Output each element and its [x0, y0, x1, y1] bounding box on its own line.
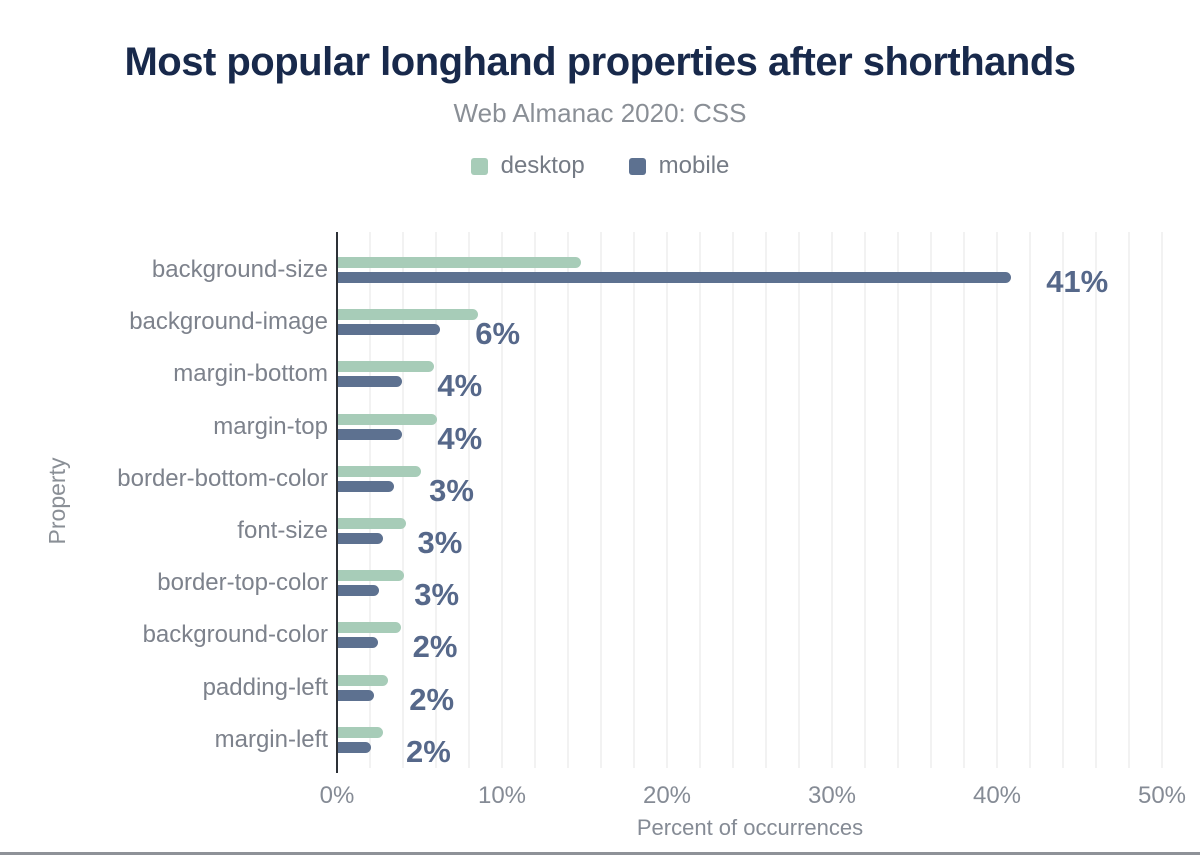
- x-tick-label: 30%: [807, 782, 857, 809]
- category-label: font-size: [237, 517, 328, 544]
- mobile-bar-background-size[interactable]: [338, 272, 1012, 283]
- desktop-bar-border-bottom-color[interactable]: [338, 465, 421, 477]
- gridline: [897, 232, 899, 768]
- gridline: [996, 232, 998, 768]
- value-label: 3%: [417, 525, 463, 560]
- x-tick-label: 10%: [477, 782, 527, 809]
- category-label: background-image: [129, 308, 328, 336]
- mobile-bar-margin-top[interactable]: [338, 428, 403, 440]
- mobile-bar-background-color[interactable]: [338, 637, 378, 649]
- value-label: 2%: [409, 681, 455, 717]
- legend-label-mobile: mobile: [658, 152, 730, 179]
- desktop-bar-margin-bottom[interactable]: [338, 361, 434, 373]
- x-axis-title: Percent of occurrences: [636, 815, 864, 840]
- gridline: [831, 232, 833, 768]
- desktop-bar-padding-left[interactable]: [338, 674, 388, 686]
- category-label: border-bottom-color: [117, 464, 328, 492]
- y-axis-line: [336, 232, 338, 773]
- gridline: [1161, 232, 1163, 768]
- legend-item-mobile: mobile: [628, 152, 730, 180]
- gridline: [1128, 232, 1130, 768]
- desktop-swatch-icon: [470, 157, 488, 175]
- mobile-bar-border-bottom-color[interactable]: [338, 480, 395, 492]
- legend: desktop mobile: [0, 152, 1200, 180]
- gridline: [501, 232, 503, 768]
- category-label: margin-left: [214, 725, 328, 753]
- plot-area: 41% 6% 4% 4% 3% 3% 3% 2% 2% 2%: [336, 232, 1163, 773]
- gridline: [369, 232, 371, 768]
- desktop-bar-margin-top[interactable]: [338, 413, 437, 425]
- category-label: background-color: [142, 621, 328, 649]
- gridline: [435, 232, 437, 768]
- gridline: [666, 232, 668, 768]
- value-label: 41%: [1046, 264, 1109, 299]
- desktop-bar-border-top-color[interactable]: [338, 570, 404, 582]
- x-tick-label: 20%: [642, 782, 692, 809]
- category-label: margin-bottom: [173, 360, 328, 388]
- mobile-bar-padding-left[interactable]: [338, 689, 375, 701]
- desktop-bar-margin-left[interactable]: [338, 726, 383, 738]
- gridline: [864, 232, 866, 768]
- desktop-bar-background-image[interactable]: [338, 309, 479, 321]
- x-tick-label: 0%: [319, 782, 355, 809]
- value-label: 4%: [437, 420, 483, 456]
- chart-title: Most popular longhand properties after s…: [124, 40, 1076, 84]
- desktop-bar-background-color[interactable]: [338, 622, 401, 634]
- gridline: [402, 232, 404, 768]
- gridline: [600, 232, 602, 768]
- value-label: 2%: [406, 733, 451, 769]
- mobile-swatch-icon: [628, 157, 646, 175]
- gridline: [1095, 232, 1097, 768]
- gridline: [765, 232, 767, 768]
- legend-label-desktop: desktop: [500, 152, 585, 179]
- desktop-bar-font-size[interactable]: [338, 518, 406, 529]
- gridline: [1029, 232, 1031, 768]
- gridline: [963, 232, 965, 768]
- category-label: background-size: [151, 256, 328, 283]
- mobile-bar-border-top-color[interactable]: [338, 585, 380, 597]
- mobile-bar-margin-bottom[interactable]: [338, 376, 403, 388]
- chart-subtitle: Web Almanac 2020: CSS: [453, 98, 747, 128]
- category-label: padding-left: [202, 673, 328, 701]
- bottom-divider: [0, 852, 1200, 855]
- gridline: [699, 232, 701, 768]
- category-label: border-top-color: [157, 569, 328, 597]
- gridline: [930, 232, 932, 768]
- value-label: 2%: [412, 629, 458, 665]
- gridline: [732, 232, 734, 768]
- value-label: 3%: [429, 472, 474, 508]
- legend-item-desktop: desktop: [470, 152, 585, 180]
- gridline: [567, 232, 569, 768]
- x-tick-label: 50%: [1137, 782, 1187, 809]
- value-label: 3%: [414, 577, 460, 613]
- gridline: [633, 232, 635, 768]
- gridline: [1062, 232, 1064, 768]
- gridline: [798, 232, 800, 768]
- value-label: 4%: [437, 368, 483, 404]
- mobile-bar-margin-left[interactable]: [338, 741, 371, 753]
- value-label: 6%: [475, 316, 521, 352]
- desktop-bar-background-size[interactable]: [338, 257, 581, 268]
- mobile-bar-background-image[interactable]: [338, 324, 441, 336]
- x-tick-label: 40%: [972, 782, 1022, 809]
- gridline: [534, 232, 536, 768]
- gridline: [468, 232, 470, 768]
- category-label: margin-top: [213, 412, 328, 440]
- mobile-bar-font-size[interactable]: [338, 533, 383, 544]
